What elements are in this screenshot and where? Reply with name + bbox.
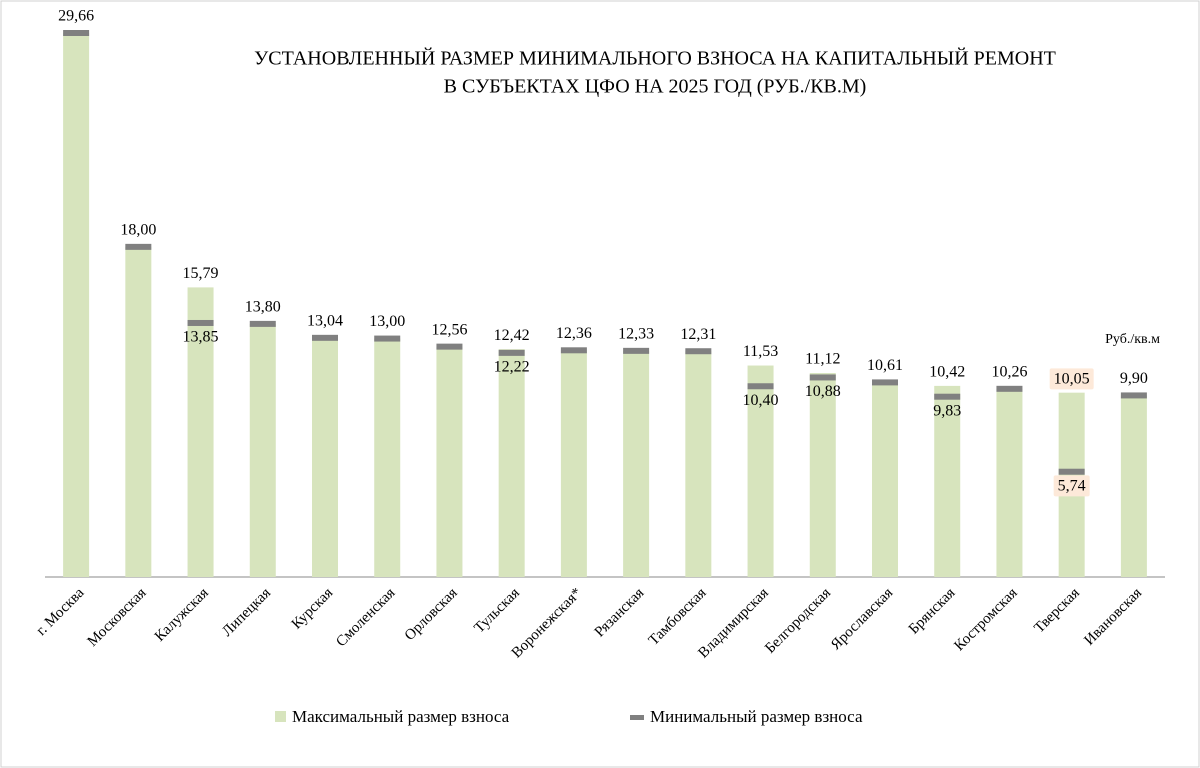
x-tick-label: Тамбовская: [646, 585, 710, 649]
data-label: 13,00: [369, 313, 405, 330]
data-label: 12,33: [618, 326, 654, 343]
min-marker: [623, 347, 650, 354]
min-marker: [560, 347, 587, 354]
bar: [560, 350, 587, 577]
min-marker: [1120, 392, 1147, 399]
legend-label: Максимальный размер взноса: [292, 707, 510, 726]
data-label: 13,80: [245, 299, 281, 316]
min-marker: [187, 319, 214, 326]
x-tick-label: Курская: [289, 585, 337, 633]
min-marker: [312, 334, 338, 341]
x-tick-label: Ивановская: [1081, 585, 1145, 649]
x-tick-label: Московская: [85, 585, 150, 650]
data-label: 18,00: [120, 222, 156, 239]
legend-label: Минимальный размер взноса: [650, 707, 863, 726]
x-tick-label: Ярославская: [828, 585, 896, 653]
bar: [685, 351, 712, 577]
min-marker: [934, 393, 961, 400]
data-label: 10,61: [867, 357, 903, 374]
bar: [125, 246, 152, 577]
bar: [374, 338, 401, 577]
x-tick-label: г. Москва: [33, 585, 87, 639]
bar: [809, 373, 836, 577]
data-label: 10,05: [1054, 370, 1090, 387]
min-marker: [1058, 468, 1085, 475]
x-tick-label: Калужская: [152, 585, 212, 645]
x-tick-label: Липецкая: [219, 585, 274, 640]
data-label: 5,74: [1058, 477, 1086, 494]
data-label: 11,12: [805, 351, 840, 368]
data-label: 9,90: [1120, 370, 1148, 387]
bar: [436, 346, 463, 577]
data-label: 10,88: [805, 383, 841, 400]
data-label: 15,79: [183, 265, 219, 282]
bar: [63, 33, 90, 577]
bar: [747, 365, 774, 577]
min-marker: [436, 343, 463, 350]
bar: [498, 349, 525, 577]
bar: [249, 323, 276, 577]
x-tick-label: Костромская: [951, 585, 1020, 654]
data-label: 12,31: [680, 326, 716, 343]
min-marker: [747, 383, 774, 390]
data-label: 10,26: [991, 363, 1027, 380]
data-label: 10,42: [929, 364, 965, 381]
x-tick-label: Белгородская: [762, 585, 834, 657]
data-label: 12,56: [431, 321, 467, 338]
min-marker: [249, 320, 276, 327]
data-label: 12,42: [494, 327, 530, 344]
x-tick-label: Тульская: [471, 585, 523, 637]
x-tick-label: Тверская: [1031, 585, 1083, 637]
min-marker: [809, 374, 836, 381]
data-label: 12,36: [556, 325, 592, 342]
min-marker: [685, 348, 712, 355]
bar: [996, 388, 1023, 577]
chart-title: УСТАНОВЛЕННЫЙ РАЗМЕР МИНИМАЛЬНОГО ВЗНОСА…: [254, 47, 1056, 70]
bar: [872, 382, 898, 577]
bar: [934, 385, 961, 577]
min-marker: [996, 385, 1023, 392]
data-label: 13,04: [307, 313, 343, 330]
data-label: 11,53: [743, 343, 778, 360]
x-tick-label: Рязанская: [592, 585, 648, 641]
min-marker: [125, 243, 152, 250]
bar: [1120, 395, 1147, 577]
unit-label: Руб./кв.м: [1105, 332, 1160, 347]
bar: [312, 337, 338, 577]
min-marker: [63, 30, 90, 36]
chart-title: В СУБЪЕКТАХ ЦФО НА 2025 ГОД (РУБ./КВ.М): [444, 76, 867, 98]
data-label: 12,22: [494, 359, 530, 376]
min-marker: [498, 349, 525, 356]
data-label: 9,83: [933, 402, 961, 419]
bar: [623, 350, 650, 577]
x-tick-label: Орловская: [402, 585, 461, 644]
label-highlight: [1049, 368, 1094, 390]
legend-swatch: [275, 711, 286, 722]
label-highlight: [1053, 475, 1090, 497]
min-marker: [374, 335, 401, 342]
data-label: 10,40: [743, 392, 779, 409]
data-label: 29,66: [58, 8, 94, 25]
legend-swatch: [630, 715, 644, 720]
x-tick-label: Брянская: [906, 585, 959, 638]
x-tick-label: Смоленская: [333, 585, 398, 650]
min-marker: [872, 379, 898, 386]
bar: [187, 287, 214, 577]
data-label: 13,85: [183, 329, 219, 346]
